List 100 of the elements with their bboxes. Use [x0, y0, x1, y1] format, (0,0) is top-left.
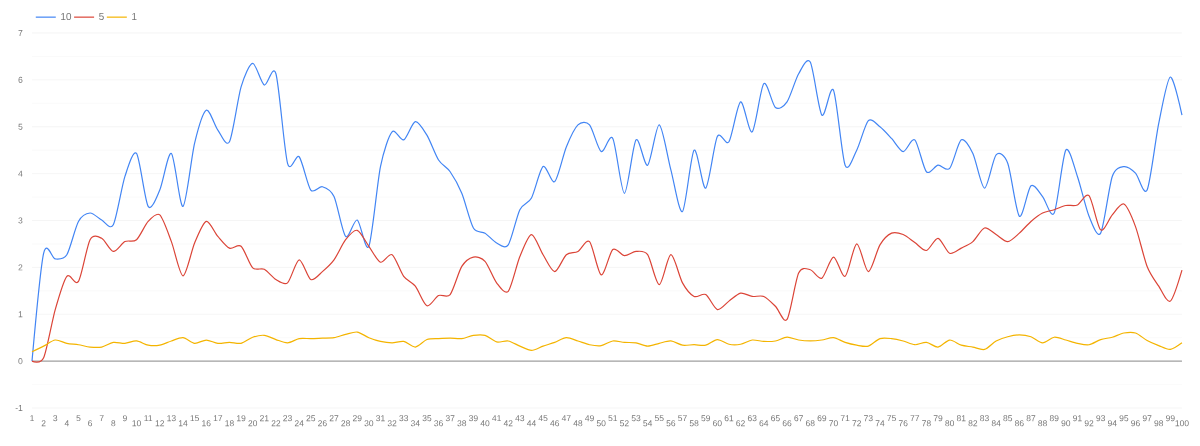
x-tick-label: 78 — [922, 420, 931, 427]
x-tick-label: 46 — [550, 420, 560, 427]
x-tick-label: 15 — [190, 415, 199, 422]
y-tick-label: 0 — [18, 358, 23, 365]
x-tick-label: 2 — [41, 420, 46, 427]
x-tick-label: 88 — [1038, 420, 1047, 427]
x-tick-label: 21 — [260, 415, 269, 422]
x-tick-label: 56 — [666, 420, 676, 427]
x-tick-label: 29 — [352, 415, 362, 422]
x-tick-label: 89 — [1049, 415, 1059, 422]
x-tick-label: 92 — [1084, 420, 1094, 427]
x-tick-label: 1 — [30, 415, 34, 422]
x-tick-label: 23 — [283, 415, 292, 422]
y-tick-label: 5 — [18, 123, 23, 130]
x-tick-label: 68 — [805, 420, 815, 427]
x-tick-label: 43 — [515, 415, 525, 422]
x-tick-label: 95 — [1119, 415, 1129, 422]
x-tick-label: 86 — [1014, 420, 1024, 427]
x-tick-label: 79 — [933, 415, 943, 422]
x-tick-label: 53 — [631, 415, 641, 422]
x-tick-label: 59 — [701, 415, 711, 422]
x-tick-label: 26 — [318, 420, 327, 427]
x-tick-label: 96 — [1131, 420, 1140, 427]
x-tick-label: 80 — [945, 420, 955, 427]
x-tick-label: 51 — [608, 415, 618, 422]
x-tick-label: 47 — [561, 415, 571, 422]
y-tick-label: 3 — [18, 217, 23, 224]
x-tick-label: 90 — [1061, 420, 1071, 427]
x-tick-label: 48 — [573, 420, 583, 427]
x-tick-label: 49 — [585, 415, 594, 422]
x-tick-label: 100 — [1175, 420, 1189, 427]
x-tick-label: 7 — [99, 415, 104, 422]
x-tick-label: 3 — [53, 415, 58, 422]
x-tick-label: 75 — [887, 415, 896, 422]
x-tick-label: 71 — [840, 415, 850, 422]
x-tick-label: 32 — [387, 420, 397, 427]
x-tick-label: 94 — [1107, 420, 1117, 427]
x-tick-label: 84 — [991, 420, 1001, 427]
x-tick-label: 30 — [364, 420, 374, 427]
x-tick-label: 52 — [620, 420, 629, 427]
x-tick-label: 76 — [898, 420, 908, 427]
x-tick-label: 74 — [875, 420, 885, 427]
x-tick-label: 41 — [492, 415, 501, 422]
x-tick-label: 45 — [538, 415, 548, 422]
x-tick-label: 82 — [968, 420, 978, 427]
x-tick-label: 34 — [410, 420, 420, 427]
x-tick-label: 62 — [736, 420, 745, 427]
line-series — [31, 61, 1183, 362]
x-tick-label: 4 — [64, 420, 69, 427]
x-tick-label: 98 — [1154, 420, 1164, 427]
x-tick-label: 14 — [178, 420, 188, 427]
x-tick-label: 50 — [596, 420, 606, 427]
legend-label: 10 — [61, 12, 72, 21]
x-tick-label: 57 — [678, 415, 687, 422]
y-tick-label: 2 — [18, 264, 23, 271]
x-tick-label: 6 — [88, 420, 93, 427]
x-tick-label: 22 — [271, 420, 281, 427]
x-tick-label: 54 — [643, 420, 653, 427]
x-tick-label: 64 — [759, 420, 769, 427]
x-tick-label: 77 — [910, 415, 920, 422]
x-tick-label: 81 — [956, 415, 966, 422]
x-tick-label: 85 — [1003, 415, 1013, 422]
x-tick-label: 8 — [111, 420, 116, 427]
x-tick-label: 91 — [1073, 415, 1082, 422]
x-tick-label: 97 — [1142, 415, 1152, 422]
x-tick-label: 65 — [771, 415, 780, 422]
x-tick-label: 25 — [306, 415, 316, 422]
x-tick-label: 67 — [794, 415, 803, 422]
x-tick-label: 69 — [817, 415, 827, 422]
x-tick-label: 31 — [376, 415, 385, 422]
x-tick-label: 38 — [457, 420, 467, 427]
x-tick-label: 20 — [248, 420, 258, 427]
x-tick-label: 63 — [747, 415, 757, 422]
x-tick-label: 40 — [480, 420, 490, 427]
x-tick-label: 58 — [689, 420, 699, 427]
x-tick-label: 13 — [167, 415, 176, 422]
x-tick-label: 83 — [980, 415, 989, 422]
y-tick-label: 4 — [18, 170, 23, 177]
x-tick-label: 28 — [341, 420, 350, 427]
x-tick-label: 5 — [76, 415, 81, 422]
x-tick-label: 12 — [155, 420, 165, 427]
line-series — [31, 195, 1183, 362]
x-tick-label: 27 — [329, 415, 339, 422]
y-tick-label: 1 — [18, 311, 23, 318]
x-tick-label: 39 — [469, 415, 478, 422]
x-tick-label: 93 — [1096, 415, 1106, 422]
legend-label: 1 — [132, 13, 137, 20]
x-tick-label: 16 — [202, 420, 211, 427]
x-tick-label: 44 — [526, 420, 536, 427]
x-tick-label: 24 — [294, 420, 304, 427]
x-tick-label: 73 — [864, 415, 873, 422]
x-tick-label: 61 — [724, 415, 734, 422]
x-tick-label: 10 — [132, 420, 141, 427]
x-tick-label: 70 — [829, 420, 838, 427]
x-tick-label: 60 — [713, 420, 722, 427]
x-tick-label: 17 — [213, 415, 223, 422]
x-tick-label: 18 — [225, 420, 234, 427]
x-tick-label: 36 — [434, 420, 443, 427]
x-tick-label: 9 — [122, 415, 127, 422]
x-tick-label: 37 — [445, 415, 455, 422]
